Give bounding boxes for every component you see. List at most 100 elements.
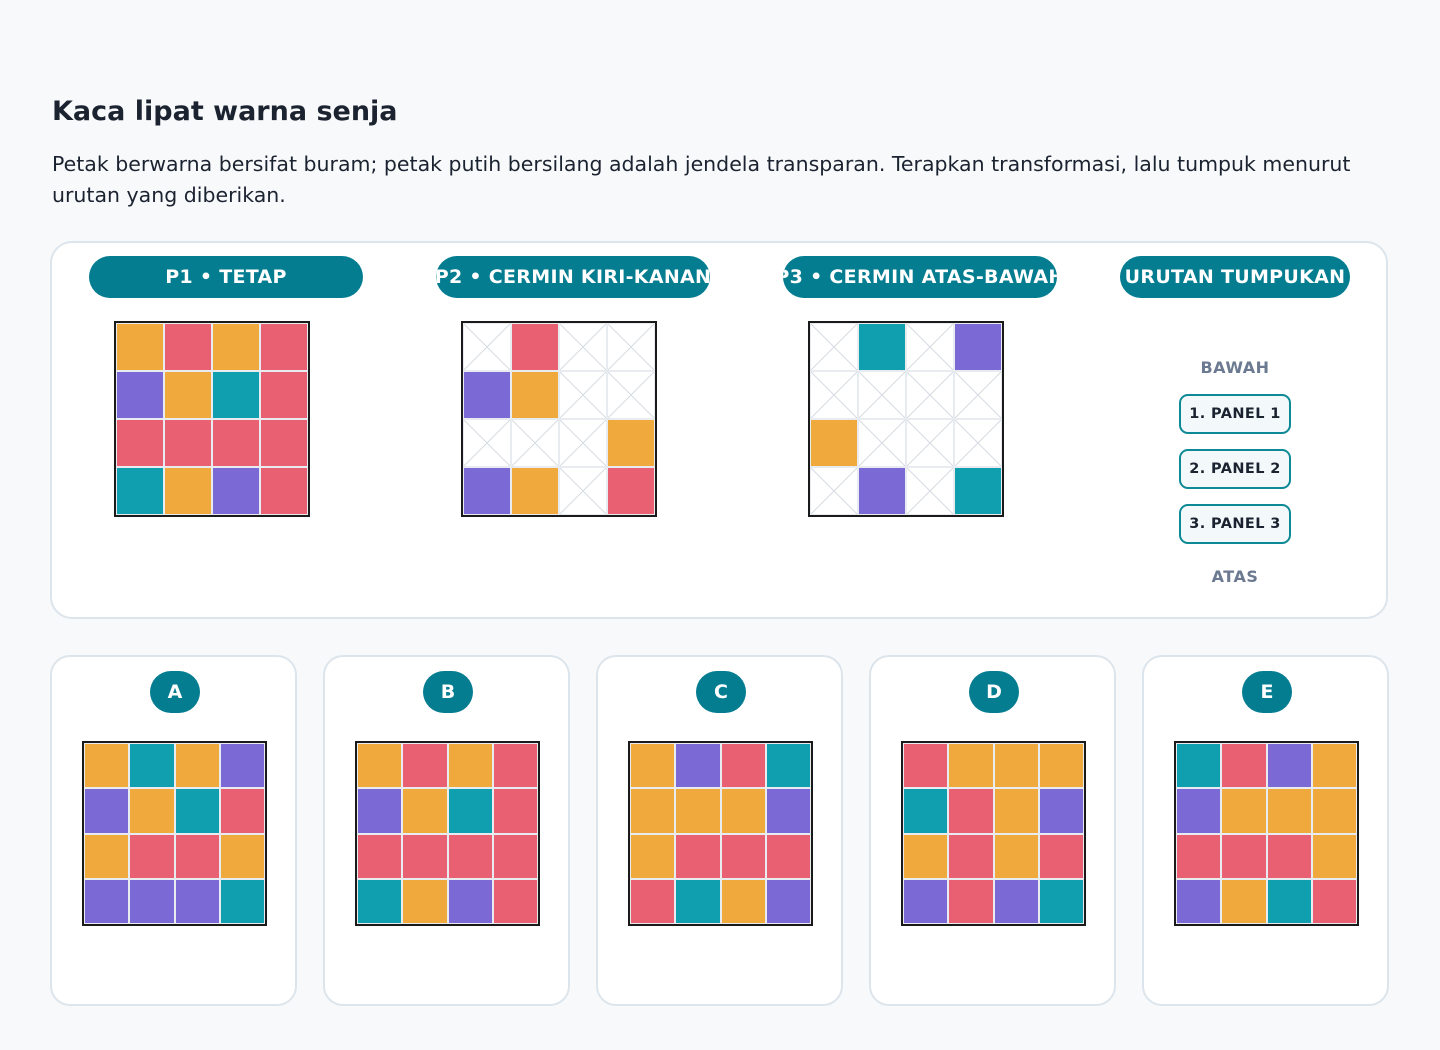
- cell-red: [1221, 833, 1267, 879]
- stack-item-1: 1. PANEL 1: [1179, 394, 1291, 434]
- transparent-window-cell: [906, 371, 954, 419]
- cell-red: [511, 323, 559, 371]
- puzzle-instructions: Petak berwarna bersifat buram; petak put…: [52, 152, 1351, 207]
- stack-order-label: URUTAN TUMPUKAN: [1120, 256, 1350, 298]
- transparent-window-cell: [511, 419, 559, 467]
- option-a-grid: [82, 741, 267, 926]
- cell-orange: [630, 743, 676, 789]
- cell-orange: [720, 878, 766, 924]
- cell-red: [1266, 833, 1312, 879]
- cell-red: [720, 833, 766, 879]
- cell-orange: [511, 467, 559, 515]
- transparent-window-cell: [559, 371, 607, 419]
- cell-red: [212, 419, 260, 467]
- panel-1-label: P1 • TETAP: [89, 256, 363, 298]
- cell-orange: [164, 467, 212, 515]
- option-letter-badge: E: [1242, 671, 1292, 713]
- cell-orange: [1311, 833, 1357, 879]
- cell-red: [720, 743, 766, 789]
- option-card-c[interactable]: C: [596, 655, 843, 1006]
- cell-orange: [84, 833, 130, 879]
- option-letter-badge: A: [150, 671, 200, 713]
- cell-teal: [954, 467, 1002, 515]
- cell-violet: [903, 878, 949, 924]
- panel-3-label: P3 • CERMIN ATAS-BAWAH: [783, 256, 1057, 298]
- cell-violet: [1038, 788, 1084, 834]
- cell-orange: [1266, 788, 1312, 834]
- cell-violet: [357, 788, 403, 834]
- stack-item-3: 3. PANEL 3: [1179, 504, 1291, 544]
- cell-red: [260, 419, 308, 467]
- cell-orange: [402, 788, 448, 834]
- transparent-window-cell: [463, 323, 511, 371]
- option-e-grid: [1174, 741, 1359, 926]
- cell-orange: [1311, 743, 1357, 789]
- cell-orange: [630, 833, 676, 879]
- transparent-window-cell: [906, 323, 954, 371]
- cell-violet: [1176, 788, 1222, 834]
- cell-red: [260, 467, 308, 515]
- transparent-window-cell: [954, 419, 1002, 467]
- cell-violet: [129, 878, 175, 924]
- option-c-grid: [628, 741, 813, 926]
- stack-top-label: ATAS: [1211, 567, 1259, 586]
- cell-teal: [1176, 743, 1222, 789]
- cell-violet: [447, 878, 493, 924]
- cell-orange: [84, 743, 130, 789]
- cell-violet: [174, 878, 220, 924]
- cell-orange: [1038, 743, 1084, 789]
- cell-red: [492, 743, 538, 789]
- cell-red: [219, 788, 265, 834]
- cell-red: [129, 833, 175, 879]
- option-card-d[interactable]: D: [869, 655, 1116, 1006]
- option-card-a[interactable]: A: [50, 655, 297, 1006]
- cell-red: [948, 878, 994, 924]
- option-letter-badge: C: [696, 671, 746, 713]
- transparent-window-cell: [954, 371, 1002, 419]
- cell-red: [492, 878, 538, 924]
- transparent-window-cell: [607, 371, 655, 419]
- transparent-window-cell: [906, 467, 954, 515]
- option-b-grid: [355, 741, 540, 926]
- cell-orange: [357, 743, 403, 789]
- cell-teal: [765, 743, 811, 789]
- cell-orange: [993, 833, 1039, 879]
- cell-violet: [954, 323, 1002, 371]
- cell-orange: [948, 743, 994, 789]
- option-letter-badge: B: [423, 671, 473, 713]
- transparent-window-cell: [463, 419, 511, 467]
- cell-violet: [675, 743, 721, 789]
- cell-violet: [1266, 743, 1312, 789]
- transparent-window-cell: [810, 371, 858, 419]
- cell-red: [174, 833, 220, 879]
- cell-violet: [219, 743, 265, 789]
- cell-red: [164, 323, 212, 371]
- cell-red: [607, 467, 655, 515]
- option-card-b[interactable]: B: [323, 655, 570, 1006]
- option-d-grid: [901, 741, 1086, 926]
- cell-orange: [129, 788, 175, 834]
- panel-3-grid: [808, 321, 1004, 517]
- cell-orange: [607, 419, 655, 467]
- cell-orange: [810, 419, 858, 467]
- cell-orange: [993, 743, 1039, 789]
- cell-red: [402, 743, 448, 789]
- panels-area: P1 • TETAP P2 • CERMIN KIRI-KANAN P3 • C…: [50, 241, 1388, 619]
- transparent-window-cell: [607, 323, 655, 371]
- option-card-e[interactable]: E: [1142, 655, 1389, 1006]
- cell-violet: [116, 371, 164, 419]
- cell-red: [164, 419, 212, 467]
- cell-red: [1311, 878, 1357, 924]
- cell-orange: [174, 743, 220, 789]
- transparent-window-cell: [559, 419, 607, 467]
- cell-red: [903, 743, 949, 789]
- cell-teal: [675, 878, 721, 924]
- transparent-window-cell: [858, 419, 906, 467]
- cell-orange: [164, 371, 212, 419]
- cell-orange: [116, 323, 164, 371]
- cell-red: [260, 371, 308, 419]
- cell-red: [447, 833, 493, 879]
- cell-red: [630, 878, 676, 924]
- cell-teal: [447, 788, 493, 834]
- transparent-window-cell: [906, 419, 954, 467]
